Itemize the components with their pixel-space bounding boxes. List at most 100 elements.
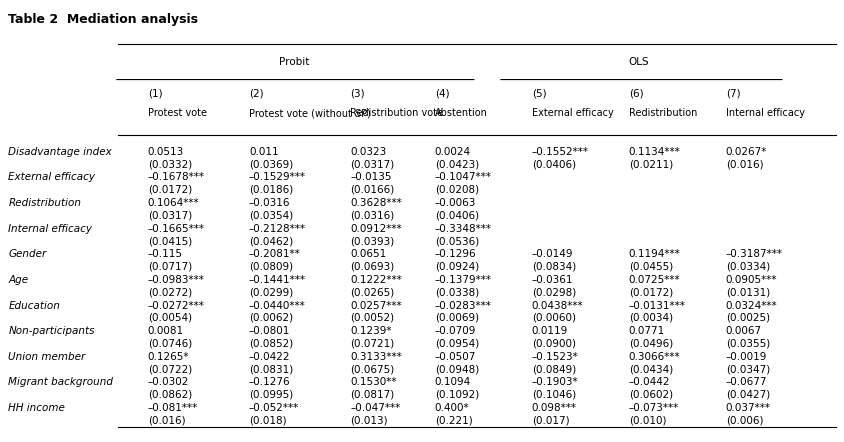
Text: (0.0536): (0.0536) [435, 236, 479, 246]
Text: 0.0725***: 0.0725*** [629, 275, 680, 285]
Text: –0.1529***: –0.1529*** [249, 172, 306, 183]
Text: Union member: Union member [8, 352, 86, 362]
Text: 0.0912***: 0.0912*** [350, 224, 402, 234]
Text: –0.0983***: –0.0983*** [148, 275, 204, 285]
Text: (0.1046): (0.1046) [532, 390, 576, 400]
Text: (0.221): (0.221) [435, 415, 473, 426]
Text: –0.0316: –0.0316 [249, 198, 290, 208]
Text: –0.115: –0.115 [148, 249, 182, 259]
Text: –0.1665***: –0.1665*** [148, 224, 205, 234]
Text: (0.0406): (0.0406) [532, 159, 576, 169]
Text: (0.006): (0.006) [726, 415, 763, 426]
Text: (0.0317): (0.0317) [148, 210, 192, 221]
Text: 0.0257***: 0.0257*** [350, 301, 402, 311]
Text: (0.0316): (0.0316) [350, 210, 394, 221]
Text: (0.0062): (0.0062) [249, 313, 293, 323]
Text: (0.0995): (0.0995) [249, 390, 293, 400]
Text: (0.0317): (0.0317) [350, 159, 394, 169]
Text: (0.0434): (0.0434) [629, 364, 673, 374]
Text: (0.0849): (0.0849) [532, 364, 576, 374]
Text: –0.1552***: –0.1552*** [532, 147, 589, 157]
Text: (0.0265): (0.0265) [350, 287, 394, 297]
Text: Protest vote (without SP): Protest vote (without SP) [249, 108, 371, 118]
Text: Redistribution vote: Redistribution vote [350, 108, 443, 118]
Text: (0.0369): (0.0369) [249, 159, 293, 169]
Text: (0.0172): (0.0172) [629, 287, 673, 297]
Text: 0.0024: 0.0024 [435, 147, 471, 157]
Text: Table 2  Mediation analysis: Table 2 Mediation analysis [8, 13, 198, 26]
Text: (0.0052): (0.0052) [350, 313, 394, 323]
Text: 0.011: 0.011 [249, 147, 279, 157]
Text: 0.400*: 0.400* [435, 403, 469, 413]
Text: (0.0069): (0.0069) [435, 313, 479, 323]
Text: 0.0119: 0.0119 [532, 326, 568, 336]
Text: Protest vote: Protest vote [148, 108, 207, 118]
Text: (0.0427): (0.0427) [726, 390, 770, 400]
Text: (0.0060): (0.0060) [532, 313, 576, 323]
Text: (0.0355): (0.0355) [726, 339, 770, 349]
Text: –0.2128***: –0.2128*** [249, 224, 306, 234]
Text: –0.0019: –0.0019 [726, 352, 767, 362]
Text: –0.2081**: –0.2081** [249, 249, 300, 259]
Text: (2): (2) [249, 88, 263, 99]
Text: 0.0438***: 0.0438*** [532, 301, 583, 311]
Text: (0.0131): (0.0131) [726, 287, 770, 297]
Text: 0.3133***: 0.3133*** [350, 352, 402, 362]
Text: External efficacy: External efficacy [532, 108, 614, 118]
Text: –0.0801: –0.0801 [249, 326, 290, 336]
Text: (0.0299): (0.0299) [249, 287, 293, 297]
Text: (0.018): (0.018) [249, 415, 287, 426]
Text: 0.0513: 0.0513 [148, 147, 184, 157]
Text: (0.1092): (0.1092) [435, 390, 479, 400]
Text: –0.1678***: –0.1678*** [148, 172, 205, 183]
Text: Probit: Probit [279, 57, 309, 68]
Text: (0.0602): (0.0602) [629, 390, 673, 400]
Text: –0.0422: –0.0422 [249, 352, 290, 362]
Text: (0.0455): (0.0455) [629, 262, 673, 272]
Text: (6): (6) [629, 88, 643, 99]
Text: 0.3066***: 0.3066*** [629, 352, 680, 362]
Text: (0.0172): (0.0172) [148, 185, 192, 195]
Text: 0.1094: 0.1094 [435, 377, 471, 388]
Text: (0.0406): (0.0406) [435, 210, 479, 221]
Text: 0.0905***: 0.0905*** [726, 275, 777, 285]
Text: 0.0771: 0.0771 [629, 326, 665, 336]
Text: (0.0298): (0.0298) [532, 287, 576, 297]
Text: –0.0149: –0.0149 [532, 249, 573, 259]
Text: (0.0954): (0.0954) [435, 339, 479, 349]
Text: (0.016): (0.016) [148, 415, 186, 426]
Text: (0.0746): (0.0746) [148, 339, 192, 349]
Text: 0.0081: 0.0081 [148, 326, 184, 336]
Text: (0.0834): (0.0834) [532, 262, 576, 272]
Text: (0.0722): (0.0722) [148, 364, 192, 374]
Text: (0.0166): (0.0166) [350, 185, 394, 195]
Text: –0.3348***: –0.3348*** [435, 224, 492, 234]
Text: Internal efficacy: Internal efficacy [726, 108, 805, 118]
Text: 0.037***: 0.037*** [726, 403, 771, 413]
Text: (7): (7) [726, 88, 740, 99]
Text: (0.0332): (0.0332) [148, 159, 192, 169]
Text: (0.0393): (0.0393) [350, 236, 394, 246]
Text: (0.0415): (0.0415) [148, 236, 192, 246]
Text: (0.0208): (0.0208) [435, 185, 479, 195]
Text: 0.1265*: 0.1265* [148, 352, 189, 362]
Text: (0.0721): (0.0721) [350, 339, 394, 349]
Text: –0.0709: –0.0709 [435, 326, 476, 336]
Text: HH income: HH income [8, 403, 65, 413]
Text: (0.0354): (0.0354) [249, 210, 293, 221]
Text: (0.0334): (0.0334) [726, 262, 770, 272]
Text: Gender: Gender [8, 249, 46, 259]
Text: –0.0272***: –0.0272*** [148, 301, 204, 311]
Text: Redistribution: Redistribution [629, 108, 697, 118]
Text: –0.0442: –0.0442 [629, 377, 670, 388]
Text: (0.0025): (0.0025) [726, 313, 770, 323]
Text: –0.0135: –0.0135 [350, 172, 392, 183]
Text: 0.1064***: 0.1064*** [148, 198, 199, 208]
Text: –0.0302: –0.0302 [148, 377, 189, 388]
Text: (4): (4) [435, 88, 449, 99]
Text: –0.0507: –0.0507 [435, 352, 476, 362]
Text: –0.1441***: –0.1441*** [249, 275, 306, 285]
Text: OLS: OLS [629, 57, 649, 68]
Text: 0.1222***: 0.1222*** [350, 275, 402, 285]
Text: 0.1239*: 0.1239* [350, 326, 392, 336]
